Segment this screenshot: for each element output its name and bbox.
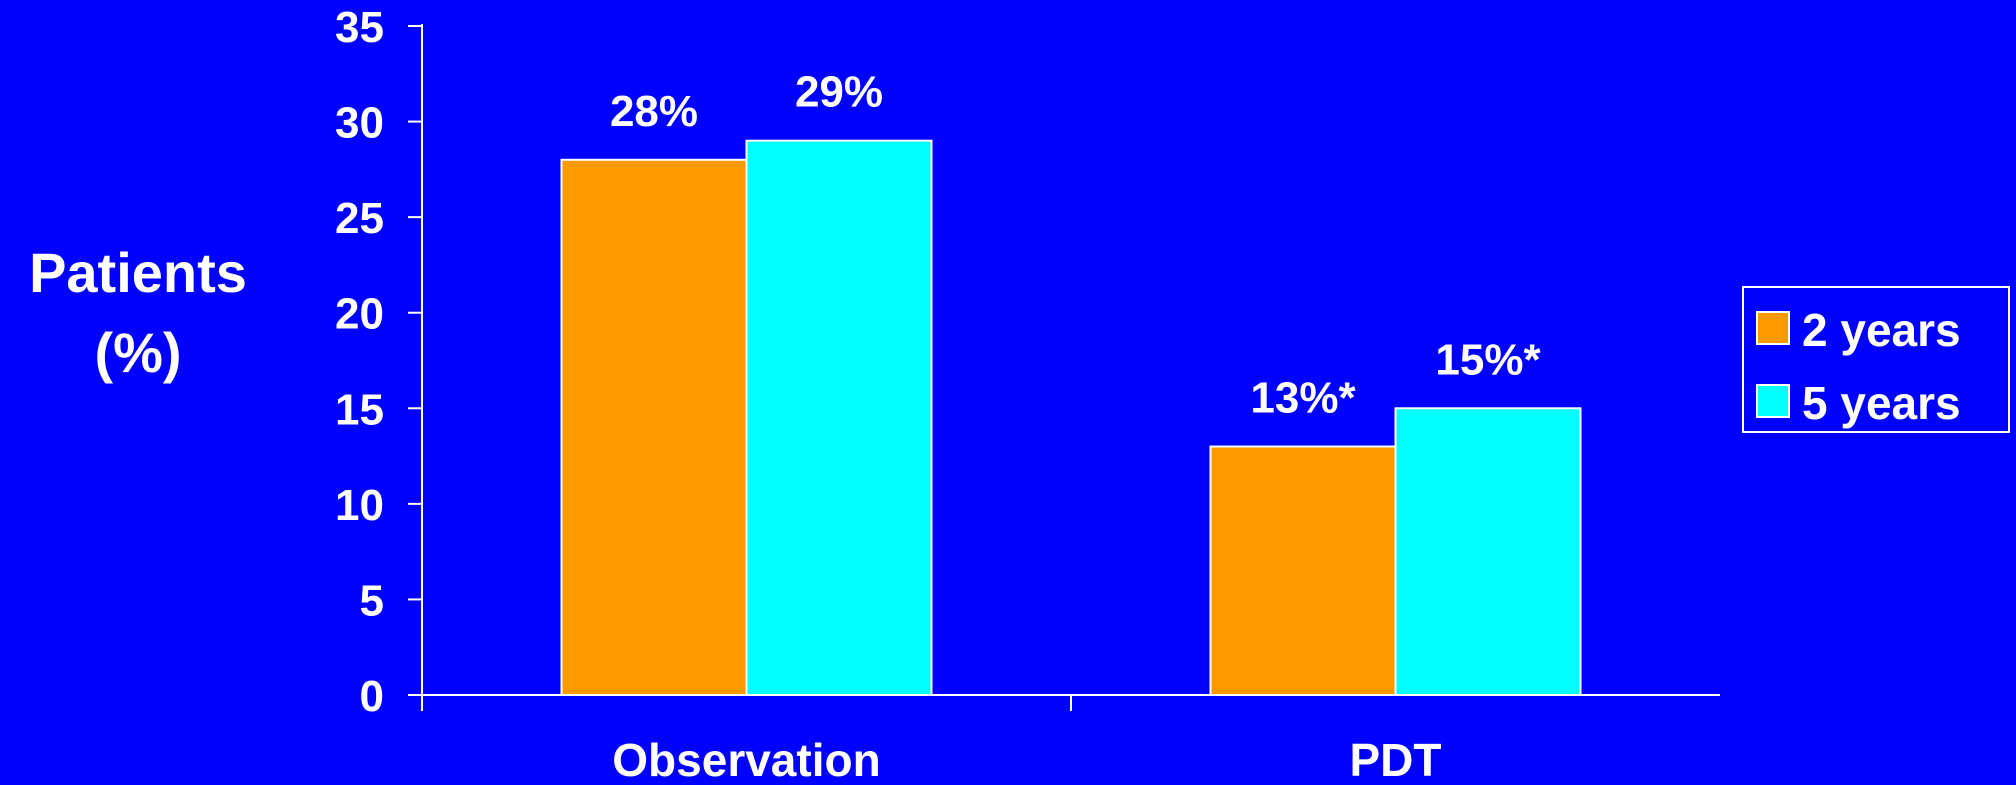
legend-label: 2 years [1802,304,1961,356]
y-axis-label: Patients (%) [29,241,247,384]
y-tick-label: 10 [335,481,384,530]
bar-value-label: 28% [610,87,698,136]
x-tick-labels: Observation PDT [612,734,1441,785]
bar-value-labels: 28% 29% 13%* 15%* [610,68,1542,423]
bar-value-label: 15%* [1435,335,1541,384]
y-tick-label: 35 [335,3,384,52]
bar-observation-5-years [745,139,933,696]
y-tick-label: 15 [335,385,384,434]
bar-pdt-2-years [1209,445,1397,696]
bars [560,139,1582,697]
x-tick-label-observation: Observation [612,734,880,785]
y-tick-label: 5 [360,576,384,625]
y-axis-label-line-0: Patients [29,241,247,304]
bar-value-label: 13%* [1250,374,1356,423]
bar-observation-2-years [560,158,748,697]
y-tick-label: 30 [335,99,384,148]
y-axis-label-line-1: (%) [94,321,181,384]
y-tick-label: 25 [335,194,384,243]
legend-label: 5 years [1802,377,1961,429]
axes: 0 5 10 15 20 25 30 35 [335,3,1720,721]
y-tick-label: 0 [360,672,384,721]
x-tick-label-pdt: PDT [1350,734,1442,785]
bar-value-label: 29% [795,68,883,117]
legend-box [1742,286,2010,433]
legend-swatch-5-years [1756,384,1790,418]
bar-pdt-5-years [1394,407,1582,696]
legend: 2 years 5 years [1742,286,2010,433]
y-tick-label: 20 [335,290,384,339]
legend-swatch-2-years [1756,311,1790,345]
